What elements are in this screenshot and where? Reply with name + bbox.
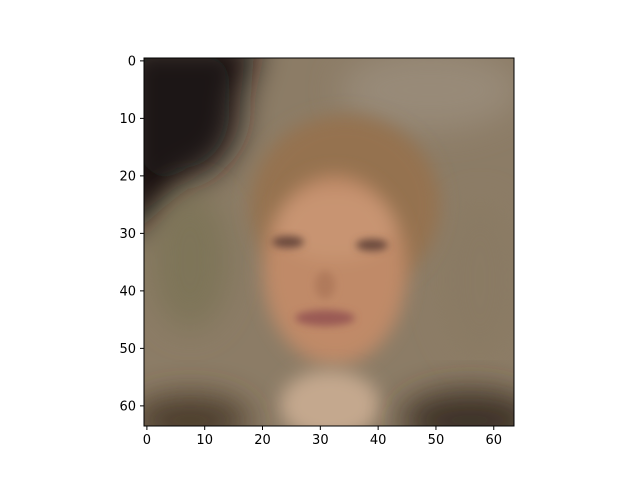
axes-frame <box>143 57 515 427</box>
y-tick-label: 40 <box>119 284 136 299</box>
y-axis: 0 10 20 30 40 50 60 <box>119 54 144 414</box>
face-image <box>144 58 514 426</box>
x-tick-label: 30 <box>312 433 329 448</box>
x-tick-label: 0 <box>143 433 151 448</box>
x-tick-label: 40 <box>370 433 387 448</box>
x-tick-label: 10 <box>196 433 213 448</box>
x-axis: 0 10 20 30 40 50 60 <box>143 426 502 448</box>
y-tick-label: 0 <box>128 54 136 69</box>
y-tick-label: 30 <box>119 227 136 242</box>
x-tick-label: 20 <box>254 433 271 448</box>
x-tick-label: 60 <box>485 433 502 448</box>
x-tick-label: 50 <box>428 433 445 448</box>
y-tick-label: 10 <box>119 112 136 127</box>
y-tick-label: 20 <box>119 169 136 184</box>
y-tick-label: 50 <box>119 342 136 357</box>
y-tick-label: 60 <box>119 399 136 414</box>
